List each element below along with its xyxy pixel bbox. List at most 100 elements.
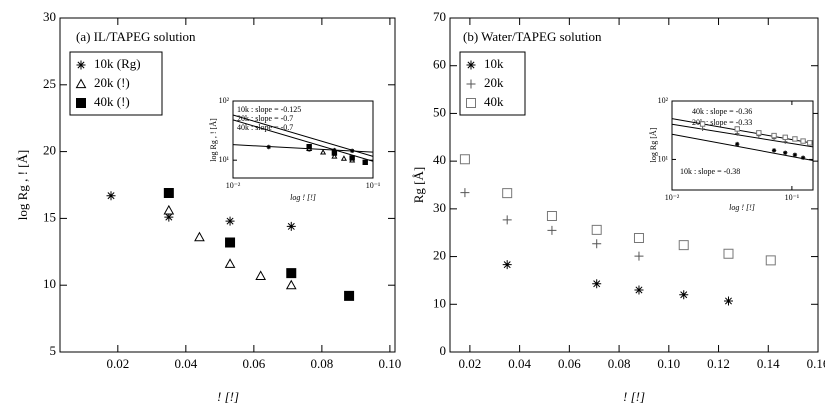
- point: [756, 130, 762, 136]
- x-tick-label: 0.02: [106, 356, 129, 371]
- point: [735, 131, 740, 136]
- y-axis-label: log Rg [Å]: [649, 127, 658, 162]
- x-axis-label: log ! [!]: [290, 193, 316, 202]
- fit-line: [671, 118, 814, 144]
- x-tick-label: 0.08: [608, 356, 631, 371]
- y-axis-label: log Rg , ! [Å]: [15, 150, 30, 220]
- point: [592, 239, 602, 249]
- point: [634, 285, 644, 295]
- point: [800, 138, 806, 144]
- point: [634, 251, 644, 261]
- legend-marker: [75, 78, 87, 89]
- point: [792, 136, 798, 142]
- point: [106, 191, 116, 201]
- point: [344, 290, 355, 301]
- point: [807, 140, 813, 146]
- y-tick-label: 5: [50, 343, 57, 358]
- point: [349, 148, 355, 154]
- x-tick-label: 0.10: [657, 356, 680, 371]
- x-tick-label: 0.02: [459, 356, 482, 371]
- point: [286, 221, 296, 231]
- x-tick-label: 10⁻¹: [366, 181, 381, 190]
- fit-line: [232, 114, 374, 157]
- x-tick-label: 0.06: [242, 356, 265, 371]
- point: [225, 216, 235, 226]
- point: [679, 290, 689, 300]
- chart-title: (a) IL/TAPEG solution: [76, 29, 196, 44]
- annotation: 20k : slope = -0.7: [237, 114, 293, 123]
- y-tick-label: 70: [433, 9, 446, 24]
- y-axis-label: Rg [Å]: [411, 167, 426, 203]
- point: [459, 154, 470, 165]
- x-tick-label: 10⁻¹: [785, 193, 800, 202]
- point: [286, 268, 297, 279]
- fit-line: [671, 123, 814, 148]
- legend-marker: [466, 60, 476, 70]
- point: [224, 258, 236, 268]
- x-tick-label: 0.12: [707, 356, 730, 371]
- point: [306, 143, 312, 150]
- point: [783, 150, 788, 155]
- fit-line: [232, 144, 374, 153]
- y-tick-label: 30: [43, 9, 56, 24]
- point: [700, 126, 705, 132]
- point: [546, 211, 557, 222]
- annotation: 40k : slope = -0.36: [692, 107, 752, 116]
- x-tick-label: 0.04: [508, 356, 531, 371]
- point: [800, 155, 806, 160]
- point: [633, 232, 644, 243]
- plot-frame: [671, 100, 814, 191]
- legend-label: 10k (Rg): [94, 56, 141, 71]
- point: [783, 139, 788, 144]
- plot-frame: [232, 100, 374, 179]
- point: [460, 188, 470, 198]
- point: [320, 149, 327, 155]
- point: [266, 144, 271, 150]
- chart-title: (b) Water/TAPEG solution: [463, 29, 602, 44]
- legend-marker: [466, 79, 476, 89]
- point: [331, 150, 338, 156]
- point: [163, 188, 174, 199]
- x-tick-label: 0.04: [174, 356, 197, 371]
- point: [723, 296, 733, 306]
- y-tick-label: 10²: [658, 96, 669, 105]
- y-tick-label: 25: [43, 76, 56, 91]
- legend-label: 20k (!): [94, 75, 130, 90]
- point: [331, 153, 338, 159]
- y-tick-label: 15: [43, 209, 56, 224]
- point: [362, 159, 368, 166]
- x-axis-label: ! [!]: [623, 389, 645, 404]
- point: [734, 126, 740, 132]
- x-tick-label: 0.16: [807, 356, 825, 371]
- point: [502, 260, 512, 270]
- point: [502, 215, 512, 225]
- legend-label: 10k: [484, 56, 504, 71]
- annotation: 40k : slope = -0.7: [237, 123, 293, 132]
- point: [285, 279, 297, 290]
- x-tick-label: 10⁻²: [665, 193, 680, 202]
- y-tick-label: 50: [433, 104, 446, 119]
- y-tick-label: 20: [43, 143, 56, 158]
- panel: 0.02 0.04 0.06 0.08 0.10 5 10 15 20 25 30 (a) IL/TA…: [15, 9, 401, 404]
- legend-marker: [466, 98, 476, 108]
- y-tick-label: 20: [433, 248, 446, 263]
- point: [678, 240, 689, 251]
- point: [547, 225, 557, 235]
- legend-marker: [76, 60, 86, 70]
- x-tick-label: 0.08: [311, 356, 334, 371]
- y-tick-label: 60: [433, 57, 446, 72]
- x-axis-label: ! [!]: [217, 389, 239, 404]
- legend-marker: [76, 98, 86, 108]
- x-tick-label: 0.14: [757, 356, 780, 371]
- point: [332, 147, 337, 153]
- point: [164, 212, 174, 222]
- point: [735, 141, 740, 147]
- point: [782, 134, 788, 141]
- annotation: 20k : slope = -0.33: [692, 118, 752, 127]
- y-tick-label: 10¹: [219, 155, 230, 164]
- x-axis-label: log ! [!]: [729, 203, 755, 212]
- point: [723, 248, 734, 259]
- point: [765, 255, 776, 266]
- point: [591, 224, 602, 235]
